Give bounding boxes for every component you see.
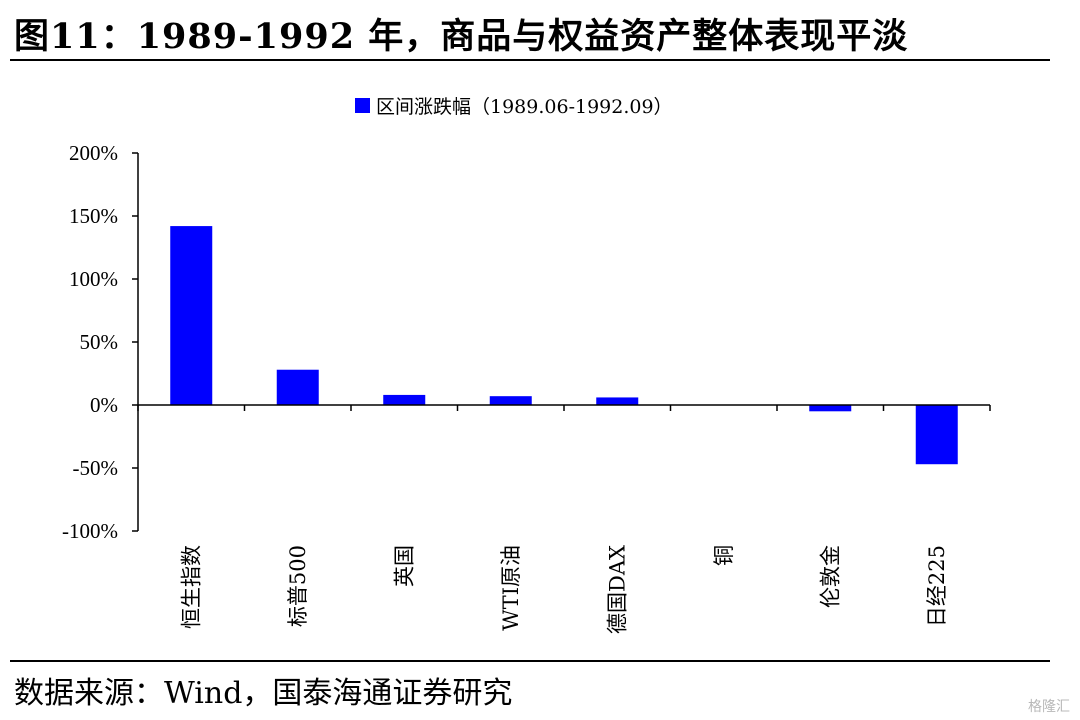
bar-4 (489, 396, 532, 405)
y-tick-label: 150% (69, 204, 118, 228)
bar-5 (596, 397, 639, 405)
x-category-label: 日经225 (925, 545, 949, 627)
figure-title: 图11：1989-1992 年，商品与权益资产整体表现平淡 (14, 16, 909, 57)
x-category-label: 英国 (393, 545, 417, 587)
x-category-label: 铜 (712, 545, 736, 566)
y-axis: 200% 150% 100% 50% 0% -50% -100% (62, 141, 139, 543)
x-category-label: 标普500 (286, 545, 310, 627)
x-category-label: WTI原油 (499, 545, 523, 631)
watermark-logo: 格隆汇 (1028, 699, 1070, 715)
bar-8 (915, 405, 958, 465)
bar-1 (170, 226, 213, 405)
y-tick-label: 100% (69, 267, 118, 291)
y-tick-label: -100% (62, 519, 118, 543)
y-tick-label: 200% (69, 141, 118, 165)
x-category-label: 恒生指数 (180, 545, 204, 629)
chart-legend: 区间涨跌幅（1989.06-1992.09） (355, 96, 673, 118)
y-tick-label: -50% (73, 456, 119, 480)
y-tick-label: 0% (90, 393, 118, 417)
bars (170, 226, 958, 465)
legend-label: 区间涨跌幅（1989.06-1992.09） (376, 96, 673, 118)
bar-chart: 区间涨跌幅（1989.06-1992.09） 200% 150% 100% 50% 0%… (62, 96, 991, 634)
bar-2 (276, 369, 319, 405)
legend-swatch (355, 98, 370, 113)
bar-7 (809, 405, 852, 412)
x-category-label: 德国DAX (606, 545, 630, 634)
y-tick-label: 50% (80, 330, 119, 354)
title-rule (10, 59, 1050, 61)
data-source-note: 数据来源：Wind，国泰海通证券研究 (14, 676, 513, 711)
x-axis: 恒生指数 标普500 英国 WTI原油 德国DAX 铜 伦敦金 日经225 (137, 404, 991, 634)
x-category-label: 伦敦金 (819, 545, 843, 608)
source-rule (10, 660, 1050, 662)
bar-3 (383, 394, 426, 405)
